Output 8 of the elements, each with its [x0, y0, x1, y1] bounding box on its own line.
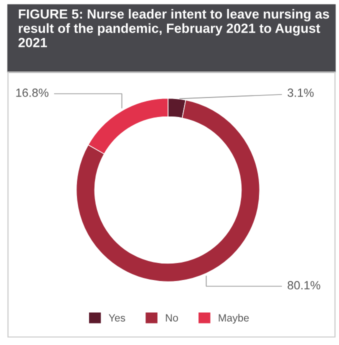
legend-label: Maybe — [218, 314, 249, 324]
legend-label: No — [166, 314, 178, 322]
data-label: 80.1% — [288, 281, 320, 290]
donut-slice — [76, 100, 260, 282]
legend-label: Yes — [108, 314, 126, 322]
data-label: 3.1% — [288, 88, 314, 97]
data-label: 16.8% — [16, 88, 48, 97]
chart-title: FIGURE 5: Nurse leader intent to leave nursing as result of the pandemic, February 2021 to August 2021 — [18, 9, 330, 48]
